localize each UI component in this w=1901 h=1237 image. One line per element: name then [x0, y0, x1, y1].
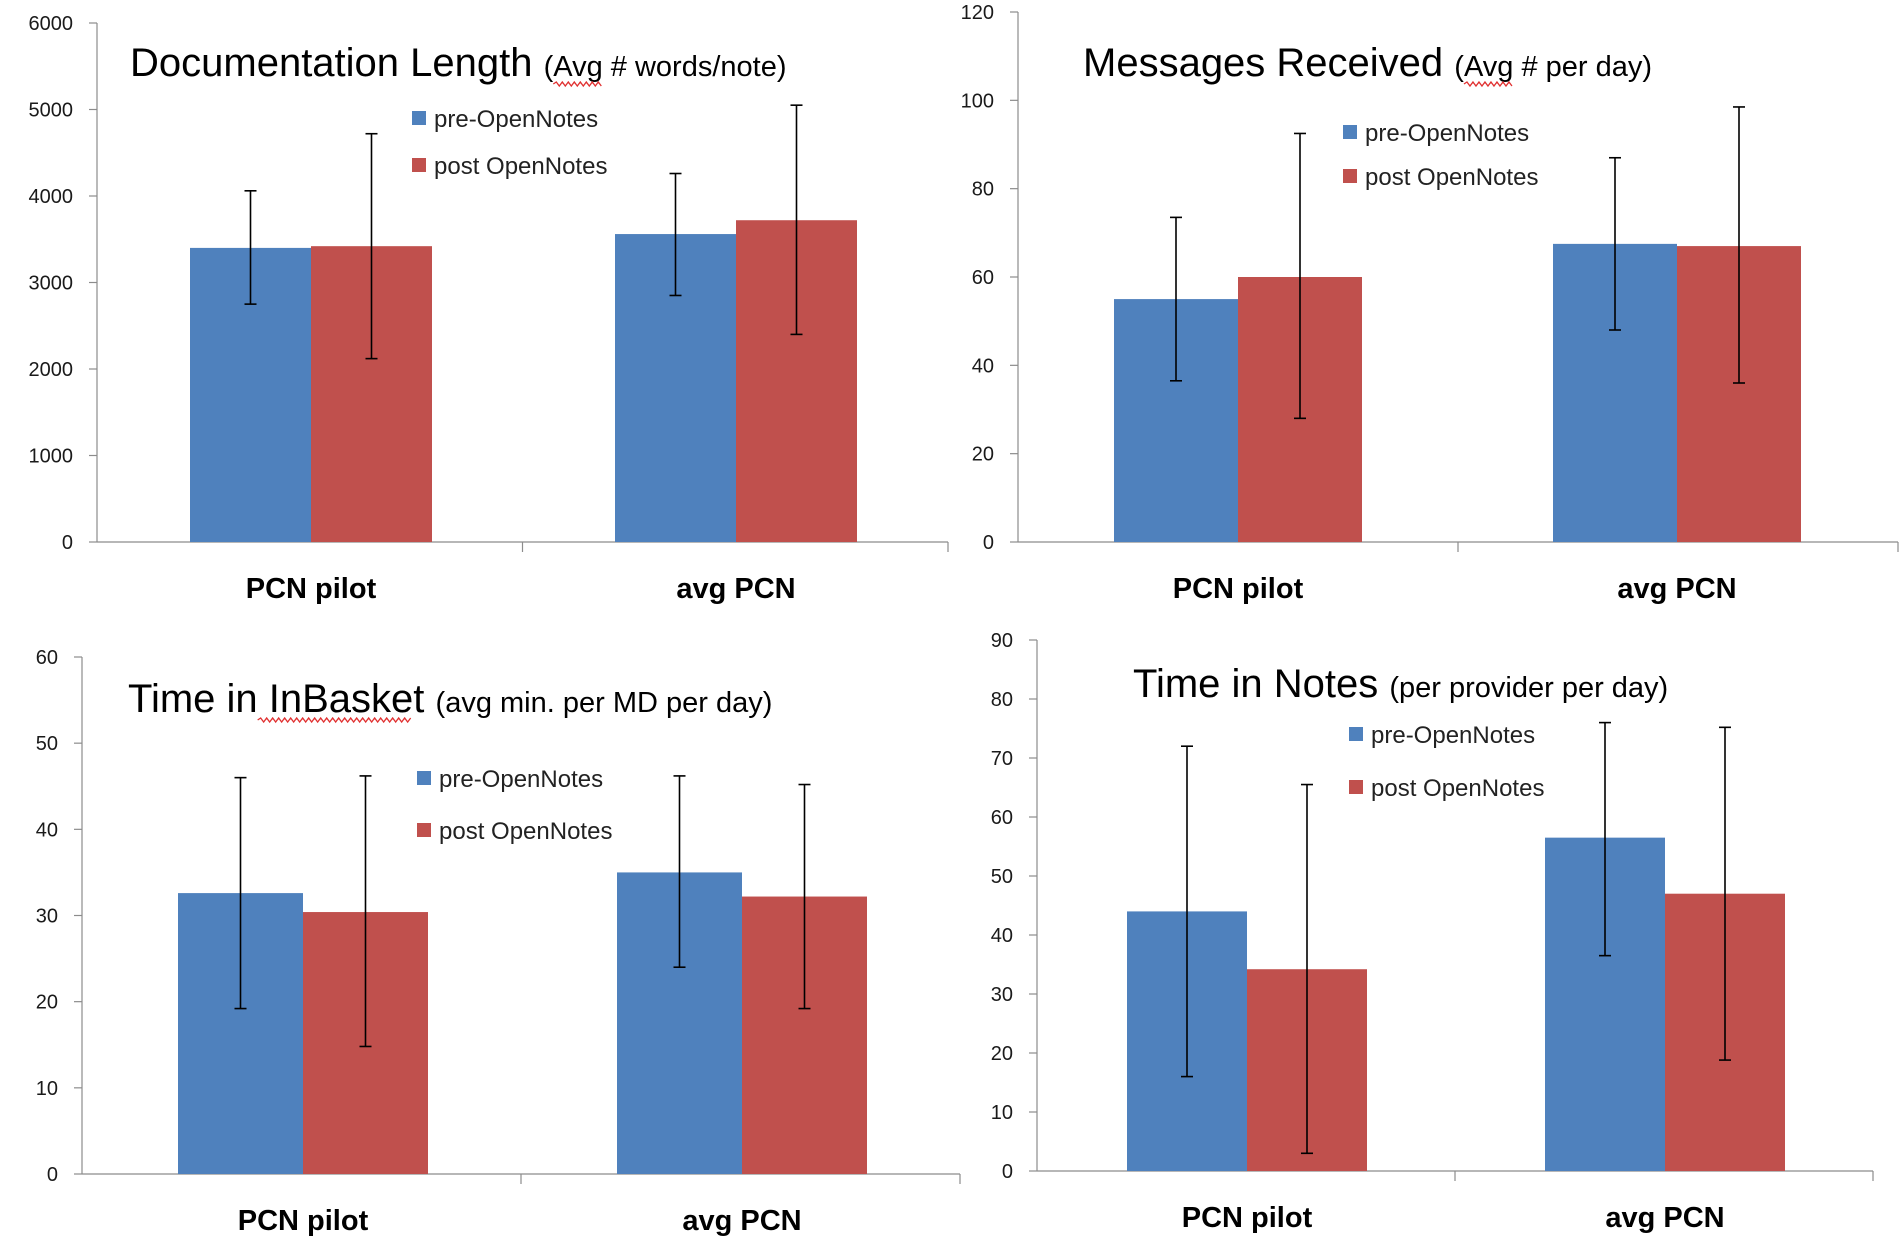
y-tick-label: 120	[961, 2, 994, 24]
spellcheck-underline	[552, 80, 602, 88]
y-tick-label: 40	[991, 925, 1013, 947]
y-tick-label: 20	[972, 444, 994, 466]
legend-label: pre-OpenNotes	[434, 106, 598, 133]
chart-title-main: Messages Received	[1083, 41, 1454, 85]
chart-subtitle: (Avg # words/note)	[544, 51, 787, 83]
y-tick-label: 80	[991, 689, 1013, 711]
legend-swatch-post	[417, 823, 431, 837]
chart-subtitle: (Avg # per day)	[1454, 51, 1652, 83]
legend-swatch-post	[1343, 169, 1357, 183]
y-tick-label: 70	[991, 748, 1013, 770]
y-tick-label: 50	[991, 866, 1013, 888]
y-tick-label: 0	[47, 1164, 58, 1186]
y-tick-label: 40	[972, 355, 994, 377]
legend-label: pre-OpenNotes	[1365, 120, 1529, 147]
chart-title: Time in InBasket (avg min. per MD per da…	[128, 677, 772, 721]
y-tick-label: 0	[1002, 1161, 1013, 1183]
legend-swatch-pre	[1343, 125, 1357, 139]
legend-label: post OpenNotes	[434, 153, 607, 180]
chart-title: Time in Notes (per provider per day)	[1133, 662, 1668, 706]
legend-label: post OpenNotes	[1371, 775, 1544, 802]
legend-label: post OpenNotes	[439, 818, 612, 845]
chart-panel: 0 1000 2000 3000 4000 5000 6000 PCN pilot avg PC…	[29, 13, 949, 605]
y-tick-label: 3000	[29, 273, 74, 295]
legend-label: pre-OpenNotes	[1371, 722, 1535, 749]
y-tick-label: 30	[36, 906, 58, 928]
legend-swatch-pre	[417, 771, 431, 785]
category-label: avg PCN	[1605, 1202, 1724, 1234]
chart-title: Messages Received (Avg # per day)	[1083, 41, 1652, 85]
legend-swatch-pre	[412, 111, 426, 125]
y-tick-label: 60	[36, 647, 58, 669]
y-tick-label: 60	[972, 267, 994, 289]
y-tick-label: 6000	[29, 13, 74, 35]
y-tick-label: 40	[36, 819, 58, 841]
chart-title-main: Time in Notes	[1133, 662, 1389, 706]
legend-swatch-pre	[1349, 727, 1363, 741]
y-tick-label: 80	[972, 179, 994, 201]
y-tick-label: 2000	[29, 359, 74, 381]
y-tick-label: 20	[991, 1043, 1013, 1065]
chart-subtitle: (per provider per day)	[1389, 672, 1668, 704]
legend-swatch-post	[412, 158, 426, 172]
category-label: PCN pilot	[238, 1205, 369, 1237]
chart-panel: 0 10 20 30 40 50 60 70 80 90 PCN pilot avg PCN Time …	[991, 630, 1874, 1234]
y-tick-label: 10	[991, 1102, 1013, 1124]
category-label: avg PCN	[1617, 573, 1736, 605]
spellcheck-underline	[1463, 80, 1513, 88]
y-tick-label: 100	[961, 90, 994, 112]
y-tick-label: 0	[983, 532, 994, 554]
chart-panel: 0 20 40 60 80 100 120 PCN pilot avg PCN Messages …	[961, 2, 1899, 605]
chart-title-main: Documentation Length	[130, 41, 544, 85]
chart-subtitle: (avg min. per MD per day)	[436, 687, 773, 719]
y-tick-label: 50	[36, 733, 58, 755]
chart-title: Documentation Length (Avg # words/note)	[130, 41, 787, 85]
y-tick-label: 10	[36, 1078, 58, 1100]
legend-swatch-post	[1349, 780, 1363, 794]
y-tick-label: 90	[991, 630, 1013, 652]
legend-label: pre-OpenNotes	[439, 766, 603, 793]
category-label: PCN pilot	[1173, 573, 1304, 605]
y-tick-label: 60	[991, 807, 1013, 829]
y-tick-label: 0	[62, 532, 73, 554]
y-tick-label: 4000	[29, 186, 74, 208]
y-tick-label: 30	[991, 984, 1013, 1006]
y-tick-label: 1000	[29, 446, 74, 468]
category-label: avg PCN	[676, 573, 795, 605]
y-tick-label: 5000	[29, 100, 74, 122]
category-label: avg PCN	[682, 1205, 801, 1237]
chart-title-main: Time in InBasket	[128, 677, 436, 721]
legend-label: post OpenNotes	[1365, 164, 1538, 191]
chart-panel: 0 10 20 30 40 50 60 PCN pilot avg PCN Time in InB…	[36, 647, 961, 1237]
spellcheck-underline	[257, 716, 412, 724]
category-label: PCN pilot	[1182, 1202, 1313, 1234]
category-label: PCN pilot	[246, 573, 377, 605]
y-tick-label: 20	[36, 992, 58, 1014]
